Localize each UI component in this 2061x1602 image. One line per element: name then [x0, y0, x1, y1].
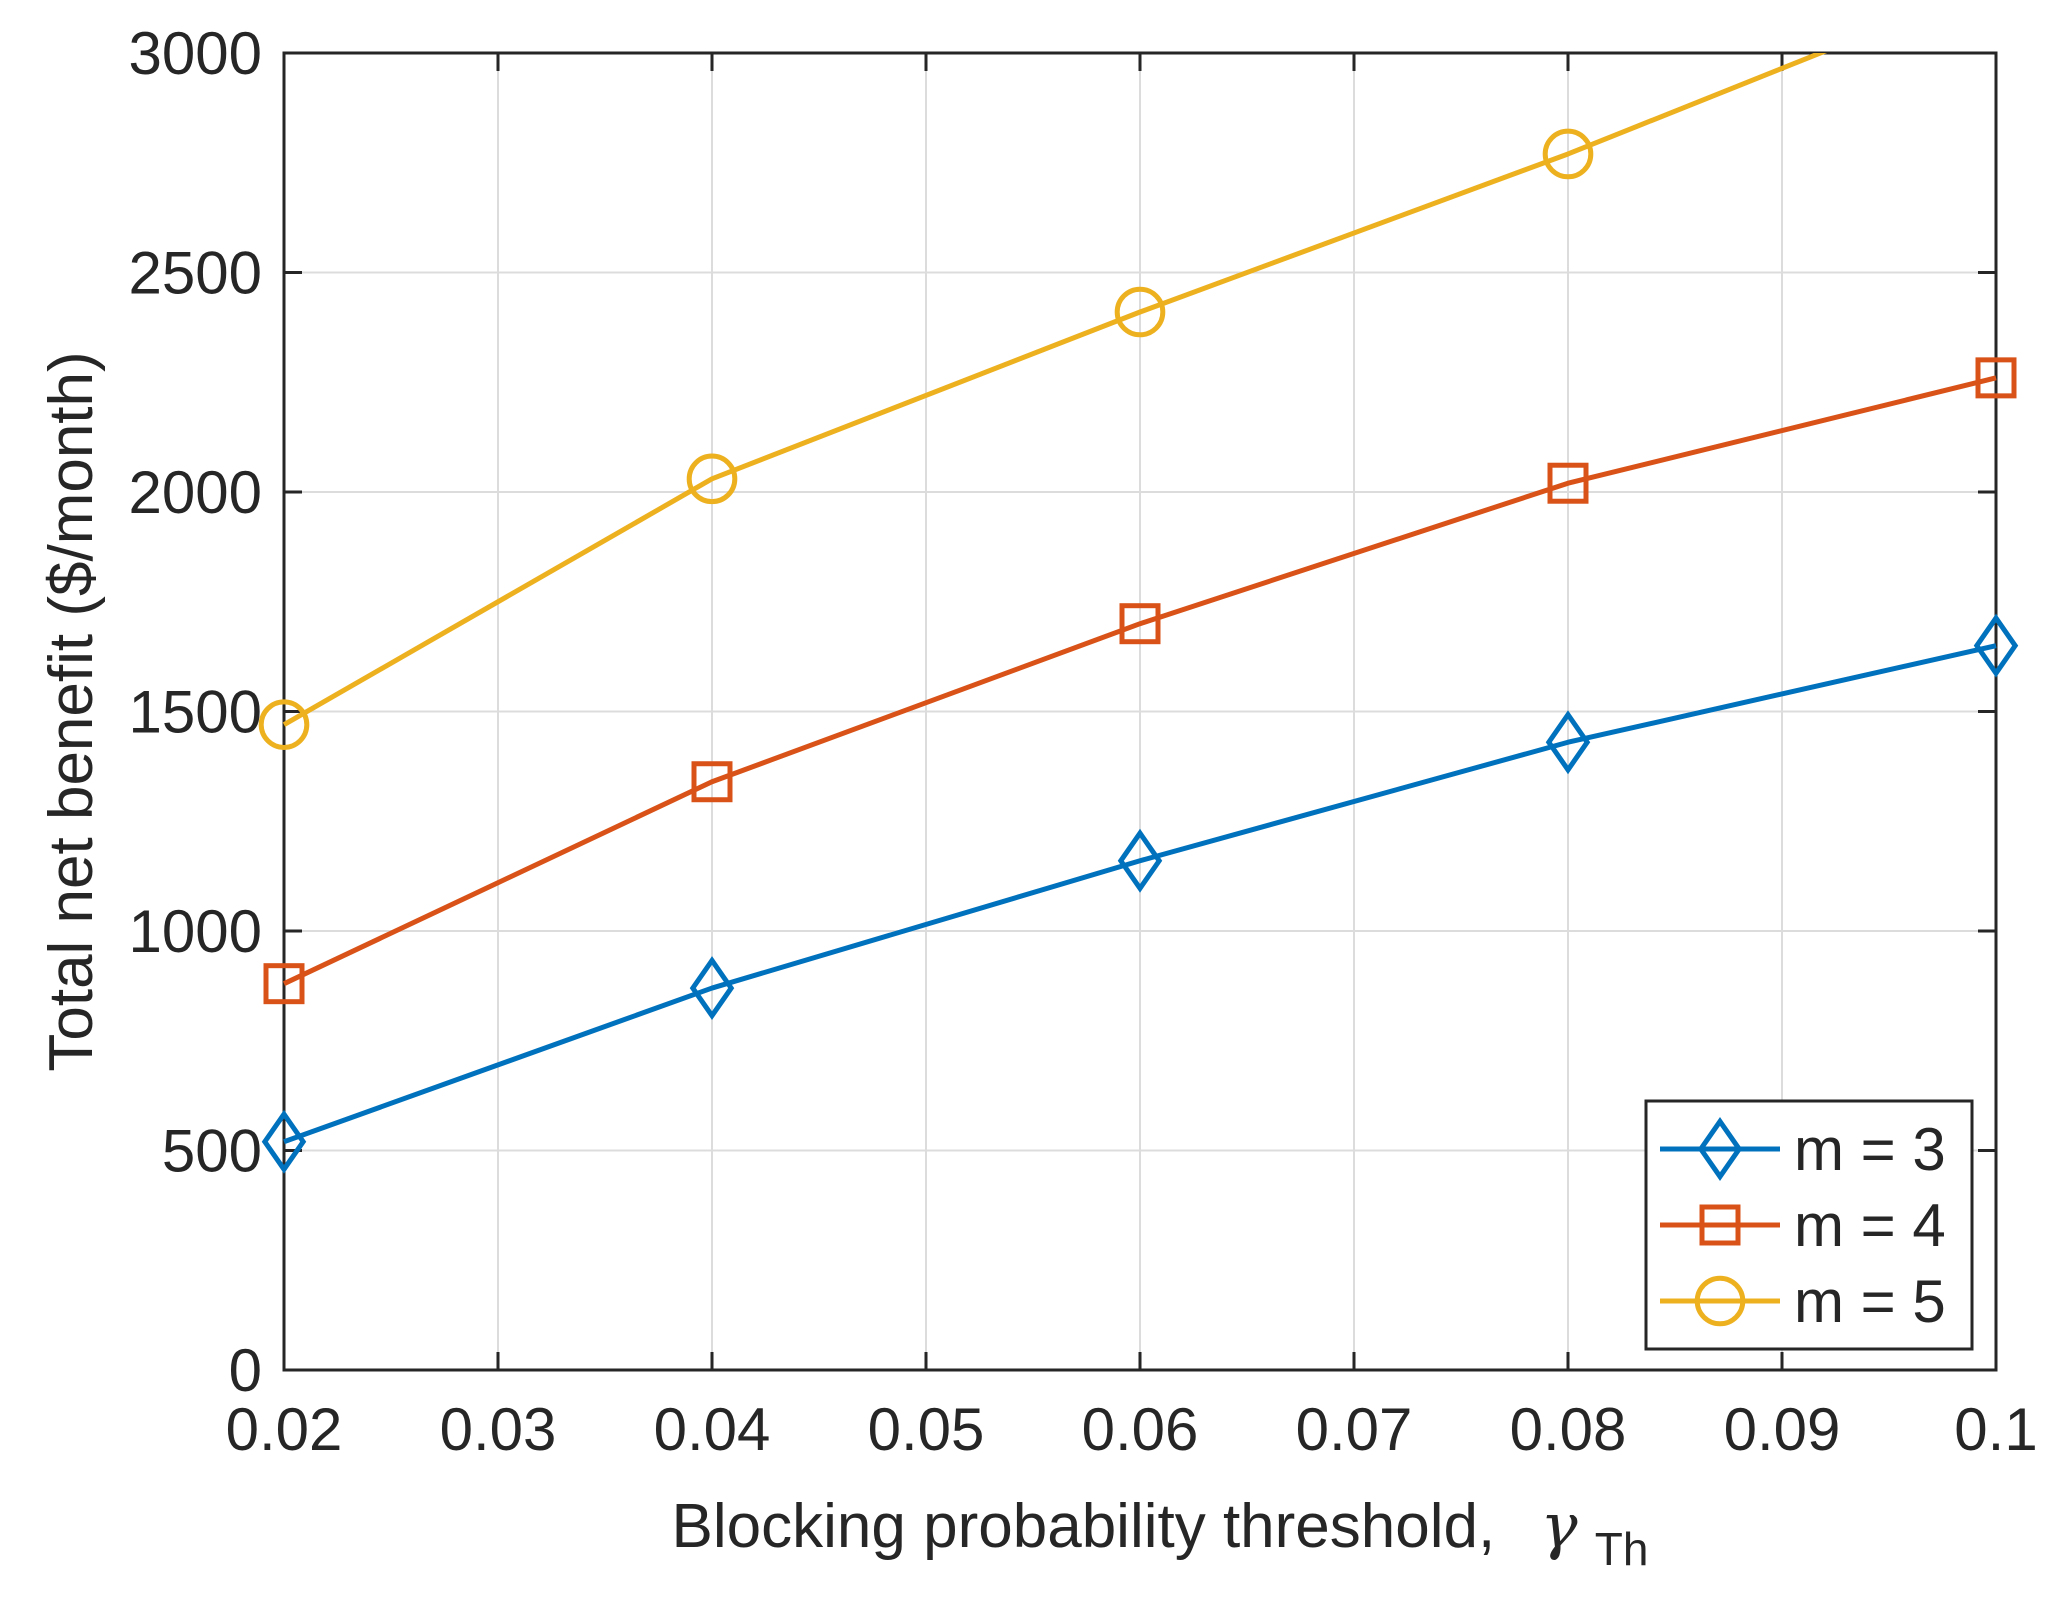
legend: m = 3 m = 4 m = 5: [1644, 1099, 1974, 1351]
series-line-m3: [283, 643, 1997, 1145]
data-point-circle: [1542, 128, 1594, 180]
x-tick-label: 0.1: [1954, 1396, 2037, 1463]
series-line-m5: [282, 53, 1828, 727]
x-tick-label: 0.04: [654, 1396, 771, 1463]
series-layer: [282, 53, 1997, 1145]
markers-layer: [258, 128, 2019, 1174]
y-tick-label: 2000: [129, 459, 262, 526]
data-point-square: [1975, 357, 2017, 399]
x-axis-label-subscript: Th: [1595, 1523, 1649, 1575]
data-point-square: [691, 761, 733, 803]
data-point-square: [1119, 603, 1161, 645]
x-tick-label: 0.09: [1724, 1396, 1841, 1463]
data-point-diamond: [1117, 828, 1163, 893]
tick-labels: 0.02 0.03 0.04 0.05 0.06 0.07 0.08 0.09 0.1 0 500 1…: [129, 20, 2038, 1463]
y-tick-label: 2500: [129, 240, 262, 307]
data-point-diamond: [689, 956, 735, 1021]
legend-marker: [1699, 1204, 1741, 1246]
data-point-circle: [686, 453, 738, 505]
y-tick-label: 0: [229, 1337, 262, 1404]
series-line-m4: [282, 375, 1997, 986]
legend-label: m = 4: [1794, 1192, 1946, 1259]
legend-marker: [1697, 1117, 1743, 1181]
data-point-diamond: [1973, 613, 2019, 678]
x-tick-label: 0.07: [1296, 1396, 1413, 1463]
y-axis-label: Total net benefit ($/month): [37, 351, 106, 1071]
data-point-square: [1547, 462, 1589, 504]
data-point-diamond: [261, 1109, 307, 1174]
x-tick-label: 0.06: [1082, 1396, 1199, 1463]
y-tick-label: 1000: [129, 898, 262, 965]
y-tick-label: 1500: [129, 679, 262, 746]
x-axis-label: Blocking probability threshold, γ Th: [672, 1489, 1649, 1575]
data-point-diamond: [1545, 710, 1591, 775]
legend-marker: [1694, 1275, 1746, 1327]
data-point-circle: [1114, 286, 1166, 338]
y-tick-label: 500: [162, 1118, 262, 1185]
x-tick-label: 0.02: [226, 1396, 343, 1463]
x-axis-label-text: Blocking probability threshold,: [672, 1492, 1496, 1561]
data-point-circle: [258, 699, 310, 750]
x-tick-label: 0.08: [1510, 1396, 1627, 1463]
data-point-square: [263, 963, 305, 1005]
y-tick-label: 3000: [129, 20, 262, 87]
x-tick-label: 0.05: [868, 1396, 985, 1463]
legend-label: m = 3: [1794, 1116, 1946, 1183]
axes: [282, 51, 1998, 1372]
x-tick-label: 0.03: [440, 1396, 557, 1463]
legend-label: m = 5: [1794, 1268, 1946, 1335]
x-axis-label-symbol: γ: [1540, 1489, 1578, 1562]
